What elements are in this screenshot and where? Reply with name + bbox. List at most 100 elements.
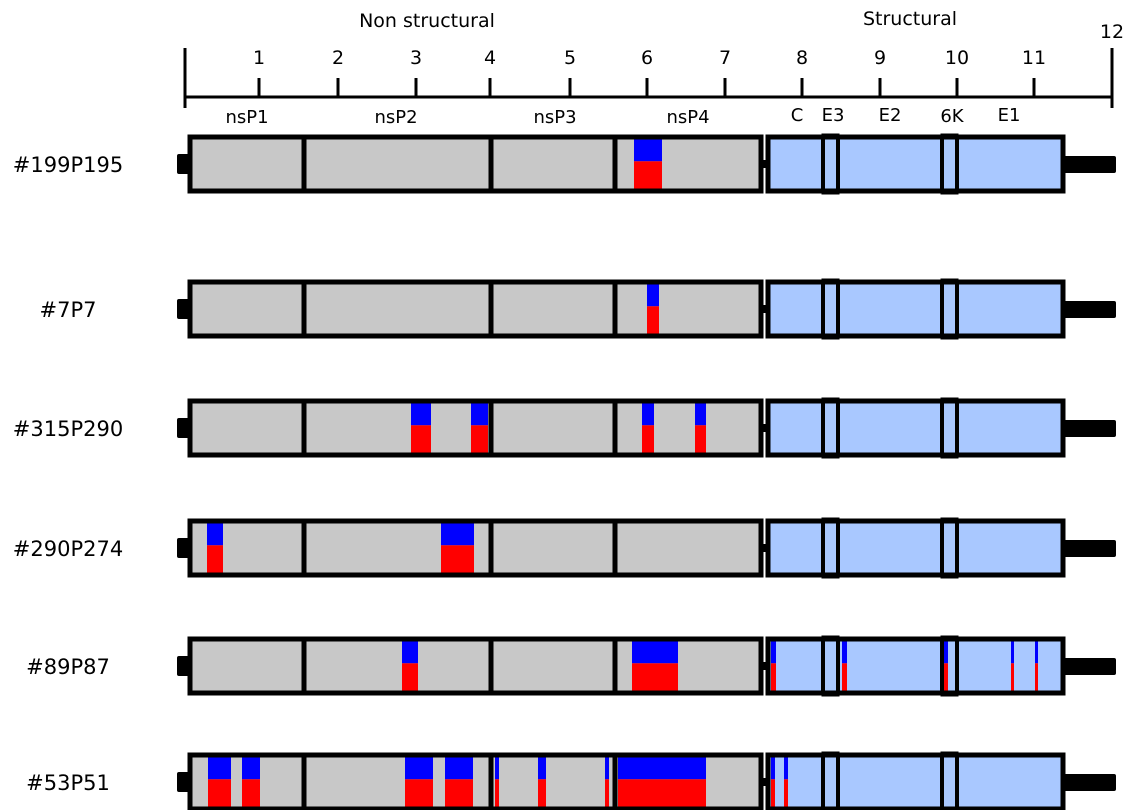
variant-mark-lower (445, 779, 473, 809)
variant-mark-lower (405, 779, 433, 809)
e3-segment-outline (821, 517, 840, 579)
variant-mark-upper (647, 282, 659, 307)
sample-label: #89P87 (26, 655, 110, 679)
structural-region (768, 137, 1063, 191)
scale-tick-label: 4 (484, 47, 496, 69)
variant-mark-lower (771, 779, 775, 809)
scale-tick-label: 8 (796, 47, 808, 69)
structural-region (768, 521, 1063, 575)
variant-mark-lower (207, 545, 223, 575)
variant-mark-lower (618, 779, 706, 809)
variant-mark-upper (632, 639, 678, 664)
gene-label-6k: 6K (940, 106, 964, 127)
nonstructural-region (190, 521, 761, 575)
variant-mark-lower (647, 306, 659, 336)
variant-mark-upper (208, 755, 231, 780)
variant-mark-lower (538, 779, 546, 809)
nonstructural-outline (187, 636, 764, 696)
sample-row: #53P51 (26, 751, 1116, 810)
gene-label-nsp2: nsP2 (374, 107, 417, 128)
variant-mark-upper (695, 401, 706, 426)
variant-mark-lower (471, 425, 488, 455)
variant-mark-upper (441, 521, 474, 546)
e3-segment-outline (821, 278, 840, 340)
non-structural-header: Non structural (359, 10, 495, 32)
structural-region (768, 755, 1063, 809)
variant-mark-upper (405, 755, 433, 780)
sixk-segment-outline (940, 133, 959, 195)
variant-mark-lower (642, 425, 654, 455)
junction-linker (760, 778, 770, 786)
variant-mark-lower (242, 779, 260, 809)
structural-region (768, 639, 1063, 693)
structural-outline (765, 398, 1066, 458)
scale-tick-label: 7 (719, 47, 731, 69)
scale-tick-label: 6 (641, 47, 653, 69)
sample-row: #199P195 (13, 133, 1116, 195)
sixk-segment-outline (940, 517, 959, 579)
junction-linker (760, 544, 770, 552)
variant-mark-upper (605, 755, 609, 780)
variant-mark-upper (842, 639, 847, 664)
nonstructural-outline (187, 752, 764, 810)
sample-label: #199P195 (13, 153, 123, 177)
scale-tick-label: 5 (564, 47, 576, 69)
variant-mark-upper (771, 755, 775, 780)
gene-label-nsp4: nsP4 (666, 107, 709, 128)
sixk-segment-outline (940, 751, 959, 810)
e3-segment-outline (821, 635, 840, 697)
poly-a-tail (1062, 774, 1116, 791)
structural-outline (765, 518, 1066, 578)
scale-tick-label: 1 (253, 47, 265, 69)
sixk-segment-outline (940, 278, 959, 340)
sixk-segment-outline (940, 635, 959, 697)
variant-mark-upper (402, 639, 418, 664)
variant-mark-upper (1035, 639, 1038, 664)
junction-linker (760, 424, 770, 432)
e3-segment-outline (821, 397, 840, 459)
variant-mark-lower (208, 779, 231, 809)
structural-outline (765, 134, 1066, 194)
structural-outline (765, 636, 1066, 696)
scale-tick-label: 11 (1022, 47, 1046, 69)
poly-a-tail (1062, 658, 1116, 675)
sample-label: #53P51 (26, 771, 110, 795)
variant-mark-lower (411, 425, 431, 455)
poly-a-tail (1062, 540, 1116, 557)
variant-mark-upper (771, 639, 776, 664)
variant-mark-upper (538, 755, 546, 780)
sample-row: #290P274 (13, 517, 1116, 579)
variant-mark-upper (242, 755, 260, 780)
junction-linker (760, 305, 770, 313)
variant-mark-lower (402, 663, 418, 693)
sample-row: #89P87 (26, 635, 1116, 697)
gene-label-c: C (791, 105, 804, 126)
variant-mark-upper (207, 521, 223, 546)
e3-segment-outline (821, 751, 840, 810)
junction-linker (760, 160, 770, 168)
variant-mark-upper (784, 755, 788, 780)
variant-mark-lower (634, 161, 662, 191)
variant-mark-lower (771, 663, 776, 693)
gene-label-nsp3: nsP3 (533, 107, 576, 128)
gene-label-nsp1: nsP1 (225, 107, 268, 128)
variant-mark-upper (634, 137, 662, 162)
variant-mark-upper (471, 401, 488, 426)
variant-mark-upper (411, 401, 431, 426)
variant-mark-upper (944, 639, 948, 664)
gene-label-e3: E3 (822, 105, 845, 126)
variant-mark-lower (495, 779, 499, 809)
sixk-segment-outline (940, 397, 959, 459)
structural-outline (765, 752, 1066, 810)
gene-label-e1: E1 (998, 105, 1021, 126)
variant-mark-upper (618, 755, 706, 780)
structural-outline (765, 279, 1066, 339)
nonstructural-outline (187, 279, 764, 339)
nonstructural-outline (187, 518, 764, 578)
variant-mark-upper (445, 755, 473, 780)
variant-mark-lower (695, 425, 706, 455)
poly-a-tail (1062, 420, 1116, 437)
variant-mark-upper (642, 401, 654, 426)
scale-tick-label: 2 (332, 47, 344, 69)
nonstructural-region (190, 137, 761, 191)
